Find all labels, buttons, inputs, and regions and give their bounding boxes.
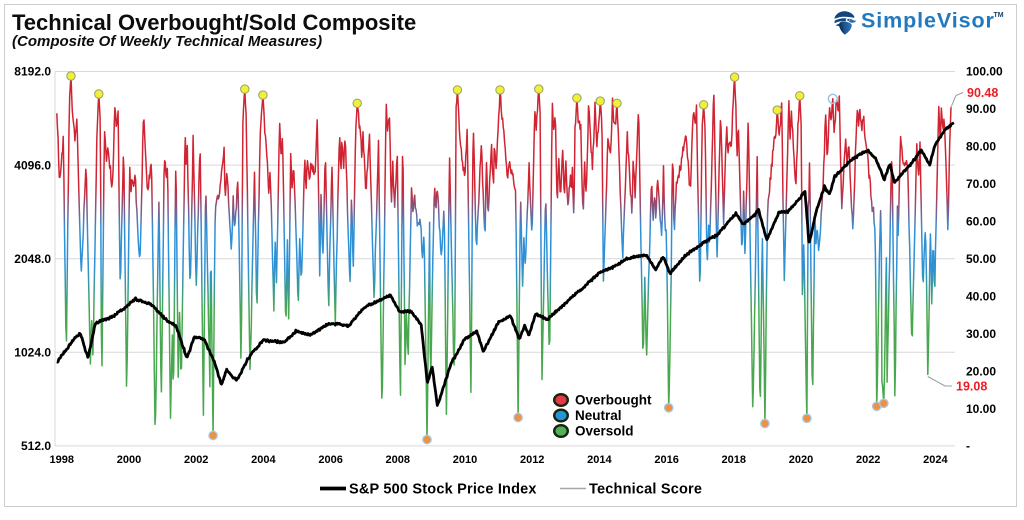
svg-text:2004: 2004 (251, 454, 276, 466)
svg-text:2012: 2012 (520, 454, 544, 466)
svg-text:Neutral: Neutral (575, 408, 622, 423)
svg-text:80.00: 80.00 (966, 140, 996, 154)
svg-text:8192.0: 8192.0 (14, 65, 51, 79)
svg-text:2022: 2022 (856, 454, 880, 466)
svg-text:2006: 2006 (318, 454, 342, 466)
svg-text:Oversold: Oversold (575, 424, 634, 439)
svg-text:2000: 2000 (117, 454, 141, 466)
svg-text:512.0: 512.0 (21, 439, 51, 453)
svg-text:2014: 2014 (587, 454, 612, 466)
svg-text:2024: 2024 (923, 454, 948, 466)
svg-text:90.48: 90.48 (967, 86, 998, 100)
svg-text:SimpleVisor: SimpleVisor (861, 9, 995, 33)
svg-text:70.00: 70.00 (966, 177, 996, 191)
svg-text:S&P 500 Stock Price Index: S&P 500 Stock Price Index (349, 482, 537, 498)
svg-text:50.00: 50.00 (966, 252, 996, 266)
svg-text:Technical Score: Technical Score (589, 482, 702, 498)
svg-text:20.00: 20.00 (966, 364, 996, 378)
svg-text:90.00: 90.00 (966, 102, 996, 116)
svg-text:10.00: 10.00 (966, 402, 996, 416)
svg-text:2016: 2016 (654, 454, 678, 466)
svg-text:2010: 2010 (453, 454, 477, 466)
svg-text:100.00: 100.00 (966, 65, 1003, 79)
svg-text:2018: 2018 (722, 454, 746, 466)
svg-text:2020: 2020 (789, 454, 813, 466)
svg-text:19.08: 19.08 (956, 380, 987, 394)
svg-text:-: - (966, 439, 970, 453)
svg-text:Overbought: Overbought (575, 393, 652, 408)
svg-text:60.00: 60.00 (966, 215, 996, 229)
svg-text:2008: 2008 (386, 454, 410, 466)
svg-text:TM: TM (994, 12, 1004, 19)
svg-text:2002: 2002 (184, 454, 208, 466)
svg-text:1998: 1998 (50, 454, 74, 466)
svg-text:40.00: 40.00 (966, 289, 996, 303)
svg-text:30.00: 30.00 (966, 327, 996, 341)
svg-text:4096.0: 4096.0 (14, 158, 51, 172)
svg-text:2048.0: 2048.0 (14, 252, 51, 266)
svg-text:1024.0: 1024.0 (14, 346, 51, 360)
